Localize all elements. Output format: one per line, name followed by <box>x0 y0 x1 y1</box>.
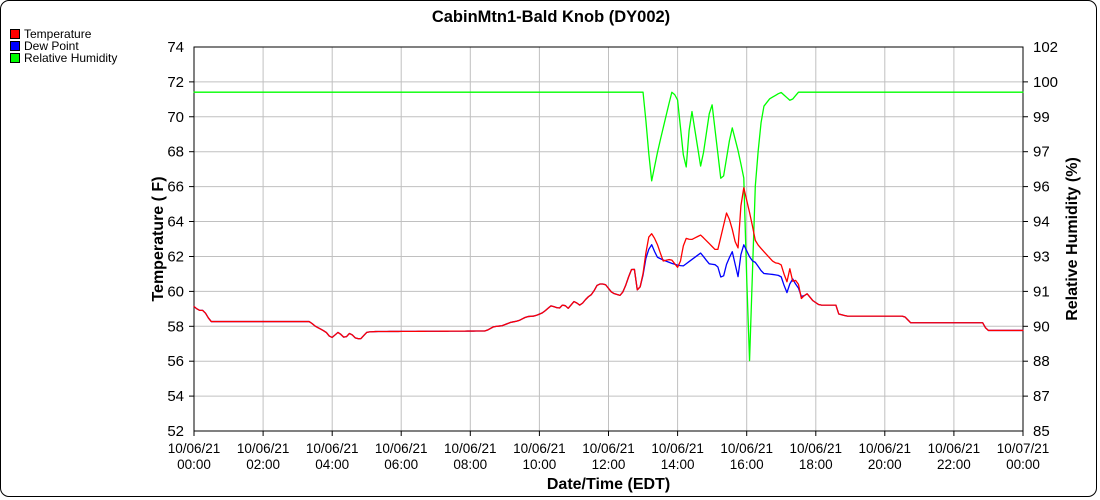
svg-text:10/06/21: 10/06/21 <box>790 441 843 456</box>
svg-text:10/06/21: 10/06/21 <box>651 441 704 456</box>
svg-text:85: 85 <box>1033 423 1050 440</box>
svg-text:00:00: 00:00 <box>1006 457 1040 472</box>
svg-text:10/06/21: 10/06/21 <box>928 441 981 456</box>
svg-text:10/06/21: 10/06/21 <box>444 441 497 456</box>
svg-text:87: 87 <box>1033 388 1050 405</box>
svg-text:72: 72 <box>167 74 184 91</box>
svg-text:96: 96 <box>1033 179 1050 196</box>
svg-text:04:00: 04:00 <box>315 457 349 472</box>
svg-text:16:00: 16:00 <box>730 457 764 472</box>
svg-text:06:00: 06:00 <box>384 457 418 472</box>
svg-text:60: 60 <box>167 283 184 300</box>
svg-text:Date/Time (EDT): Date/Time (EDT) <box>547 476 670 493</box>
svg-text:68: 68 <box>167 144 184 161</box>
svg-text:66: 66 <box>167 179 184 196</box>
svg-text:18:00: 18:00 <box>799 457 833 472</box>
svg-text:10/07/21: 10/07/21 <box>997 441 1050 456</box>
svg-text:102: 102 <box>1033 39 1058 56</box>
svg-text:14:00: 14:00 <box>661 457 695 472</box>
svg-text:10/06/21: 10/06/21 <box>375 441 428 456</box>
svg-text:91: 91 <box>1033 283 1050 300</box>
svg-text:10/06/21: 10/06/21 <box>513 441 566 456</box>
svg-text:10:00: 10:00 <box>523 457 557 472</box>
svg-text:94: 94 <box>1033 214 1050 231</box>
svg-text:00:00: 00:00 <box>177 457 211 472</box>
svg-text:99: 99 <box>1033 109 1050 126</box>
svg-text:93: 93 <box>1033 249 1050 266</box>
svg-text:10/06/21: 10/06/21 <box>859 441 912 456</box>
svg-text:90: 90 <box>1033 318 1050 335</box>
svg-text:56: 56 <box>167 353 184 370</box>
svg-text:64: 64 <box>167 214 184 231</box>
svg-text:12:00: 12:00 <box>592 457 626 472</box>
svg-text:10/06/21: 10/06/21 <box>237 441 290 456</box>
svg-text:Temperature ( F): Temperature ( F) <box>150 176 167 301</box>
svg-text:74: 74 <box>167 39 184 56</box>
svg-text:10/06/21: 10/06/21 <box>582 441 635 456</box>
svg-text:54: 54 <box>167 388 184 405</box>
svg-text:10/06/21: 10/06/21 <box>720 441 773 456</box>
svg-text:97: 97 <box>1033 144 1050 161</box>
svg-text:08:00: 08:00 <box>453 457 487 472</box>
svg-text:10/06/21: 10/06/21 <box>168 441 221 456</box>
svg-text:100: 100 <box>1033 74 1058 91</box>
svg-text:52: 52 <box>167 423 184 440</box>
svg-text:22:00: 22:00 <box>937 457 971 472</box>
svg-text:Relative Humidity (%): Relative Humidity (%) <box>1064 157 1081 321</box>
svg-text:70: 70 <box>167 109 184 126</box>
svg-text:58: 58 <box>167 318 184 335</box>
svg-text:88: 88 <box>1033 353 1050 370</box>
svg-text:62: 62 <box>167 249 184 266</box>
svg-text:10/06/21: 10/06/21 <box>306 441 359 456</box>
svg-text:20:00: 20:00 <box>868 457 902 472</box>
svg-text:02:00: 02:00 <box>246 457 280 472</box>
